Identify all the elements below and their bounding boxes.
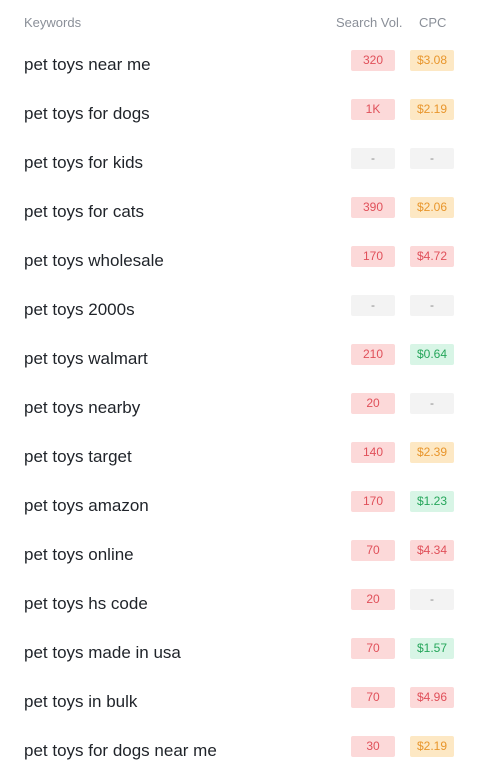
- keyword-text[interactable]: pet toys 2000s: [24, 300, 135, 319]
- keyword-row[interactable]: pet toys online 70 $4.34: [0, 530, 490, 579]
- search-volume-badge: 210: [351, 344, 395, 365]
- keyword-text[interactable]: pet toys in bulk: [24, 692, 138, 711]
- keyword-row[interactable]: pet toys target 140 $2.39: [0, 432, 490, 481]
- keyword-text[interactable]: pet toys walmart: [24, 349, 148, 368]
- cpc-badge: $3.08: [410, 50, 454, 71]
- cpc-badge: $4.34: [410, 540, 454, 561]
- search-volume-badge: 30: [351, 736, 395, 757]
- search-volume-badge: 170: [351, 246, 395, 267]
- search-volume-badge: 20: [351, 589, 395, 610]
- keyword-row[interactable]: pet toys for dogs 1K $2.19: [0, 89, 490, 138]
- keyword-row[interactable]: pet toys for cats 390 $2.06: [0, 187, 490, 236]
- search-volume-badge: -: [351, 295, 395, 316]
- keyword-row[interactable]: pet toys wholesale 170 $4.72: [0, 236, 490, 285]
- cpc-badge: $1.57: [410, 638, 454, 659]
- keyword-text[interactable]: pet toys online: [24, 545, 134, 564]
- cpc-column-header[interactable]: CPC: [419, 15, 447, 30]
- cpc-badge: $2.19: [410, 99, 454, 120]
- keyword-text[interactable]: pet toys for cats: [24, 202, 144, 221]
- cpc-badge: $2.06: [410, 197, 454, 218]
- cpc-badge: $2.39: [410, 442, 454, 463]
- cpc-badge: -: [410, 589, 454, 610]
- keyword-text[interactable]: pet toys for dogs near me: [24, 741, 217, 760]
- search-volume-badge: 390: [351, 197, 395, 218]
- keywords-column-header[interactable]: Keywords: [24, 15, 82, 30]
- search-volume-badge: 140: [351, 442, 395, 463]
- keyword-row[interactable]: pet toys in bulk 70 $4.96: [0, 677, 490, 726]
- search-volume-badge: 70: [351, 638, 395, 659]
- keyword-text[interactable]: pet toys nearby: [24, 398, 141, 417]
- search-volume-badge: 170: [351, 491, 395, 512]
- cpc-badge: $2.19: [410, 736, 454, 757]
- keyword-text[interactable]: pet toys for kids: [24, 153, 144, 172]
- keyword-row[interactable]: pet toys walmart 210 $0.64: [0, 334, 490, 383]
- keyword-row[interactable]: pet toys hs code 20 -: [0, 579, 490, 628]
- keyword-text[interactable]: pet toys amazon: [24, 496, 149, 515]
- keyword-row[interactable]: pet toys near me 320 $3.08: [0, 40, 490, 89]
- keyword-row[interactable]: pet toys amazon 170 $1.23: [0, 481, 490, 530]
- search-volume-badge: 20: [351, 393, 395, 414]
- keyword-text[interactable]: pet toys wholesale: [24, 251, 164, 270]
- keyword-text[interactable]: pet toys hs code: [24, 594, 148, 613]
- cpc-badge: -: [410, 295, 454, 316]
- keyword-row[interactable]: pet toys for dogs near me 30 $2.19: [0, 726, 490, 775]
- keyword-row[interactable]: pet toys nearby 20 -: [0, 383, 490, 432]
- cpc-badge: -: [410, 148, 454, 169]
- keyword-row[interactable]: pet toys made in usa 70 $1.57: [0, 628, 490, 677]
- cpc-badge: $0.64: [410, 344, 454, 365]
- keyword-text[interactable]: pet toys for dogs: [24, 104, 150, 123]
- search-volume-badge: -: [351, 148, 395, 169]
- cpc-badge: -: [410, 393, 454, 414]
- keyword-row[interactable]: pet toys for kids - -: [0, 138, 490, 187]
- keyword-text[interactable]: pet toys target: [24, 447, 132, 466]
- cpc-badge: $1.23: [410, 491, 454, 512]
- search-volume-badge: 70: [351, 540, 395, 561]
- search-volume-badge: 320: [351, 50, 395, 71]
- table-header: Keywords Search Vol. CPC: [0, 0, 490, 46]
- keyword-row[interactable]: pet toys 2000s - -: [0, 285, 490, 334]
- keyword-list: pet toys near me 320 $3.08 pet toys for …: [0, 40, 490, 775]
- search-volume-badge: 70: [351, 687, 395, 708]
- cpc-badge: $4.96: [410, 687, 454, 708]
- keyword-text[interactable]: pet toys near me: [24, 55, 151, 74]
- search-volume-column-header[interactable]: Search Vol.: [336, 15, 403, 30]
- keyword-text[interactable]: pet toys made in usa: [24, 643, 181, 662]
- cpc-badge: $4.72: [410, 246, 454, 267]
- search-volume-badge: 1K: [351, 99, 395, 120]
